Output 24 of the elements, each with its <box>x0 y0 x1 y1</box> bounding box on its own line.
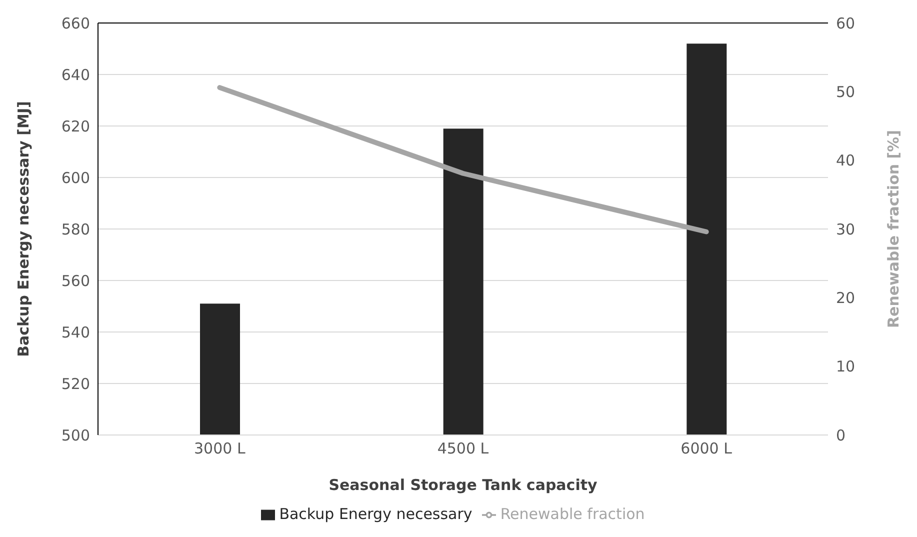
y-tick-label: 540 <box>61 323 90 342</box>
x-tick-label: 6000 L <box>680 440 733 458</box>
y-tick-label: 600 <box>61 168 90 187</box>
y-tick-label: 660 <box>61 14 90 32</box>
y-tick-label: 580 <box>61 220 90 238</box>
y-tick-label: 620 <box>61 117 90 136</box>
y2-axis-title: Renewable fraction [%] <box>884 130 902 328</box>
x-tick-label: 4500 L <box>437 440 490 458</box>
legend-label: Backup Energy necessary <box>279 505 472 523</box>
y2-tick-label: 10 <box>836 358 856 376</box>
x-tick-label: 3000 L <box>194 440 246 458</box>
x-axis-title: Seasonal Storage Tank capacity <box>328 476 598 494</box>
y-tick-label: 500 <box>61 426 90 444</box>
y2-tick-label: 30 <box>836 220 856 238</box>
y2-tick-label: 50 <box>836 82 856 101</box>
y2-tick-label: 60 <box>836 14 856 32</box>
legend-label: Renewable fraction <box>500 505 645 523</box>
y2-tick-label: 0 <box>836 426 846 444</box>
y-tick-label: 640 <box>61 66 90 84</box>
y-tick-label: 520 <box>61 374 90 393</box>
y2-tick-label: 20 <box>836 288 856 307</box>
y-tick-label: 560 <box>61 272 90 290</box>
y-axis-title: Backup Energy necessary [MJ] <box>14 101 32 357</box>
y2-tick-label: 40 <box>836 152 856 170</box>
